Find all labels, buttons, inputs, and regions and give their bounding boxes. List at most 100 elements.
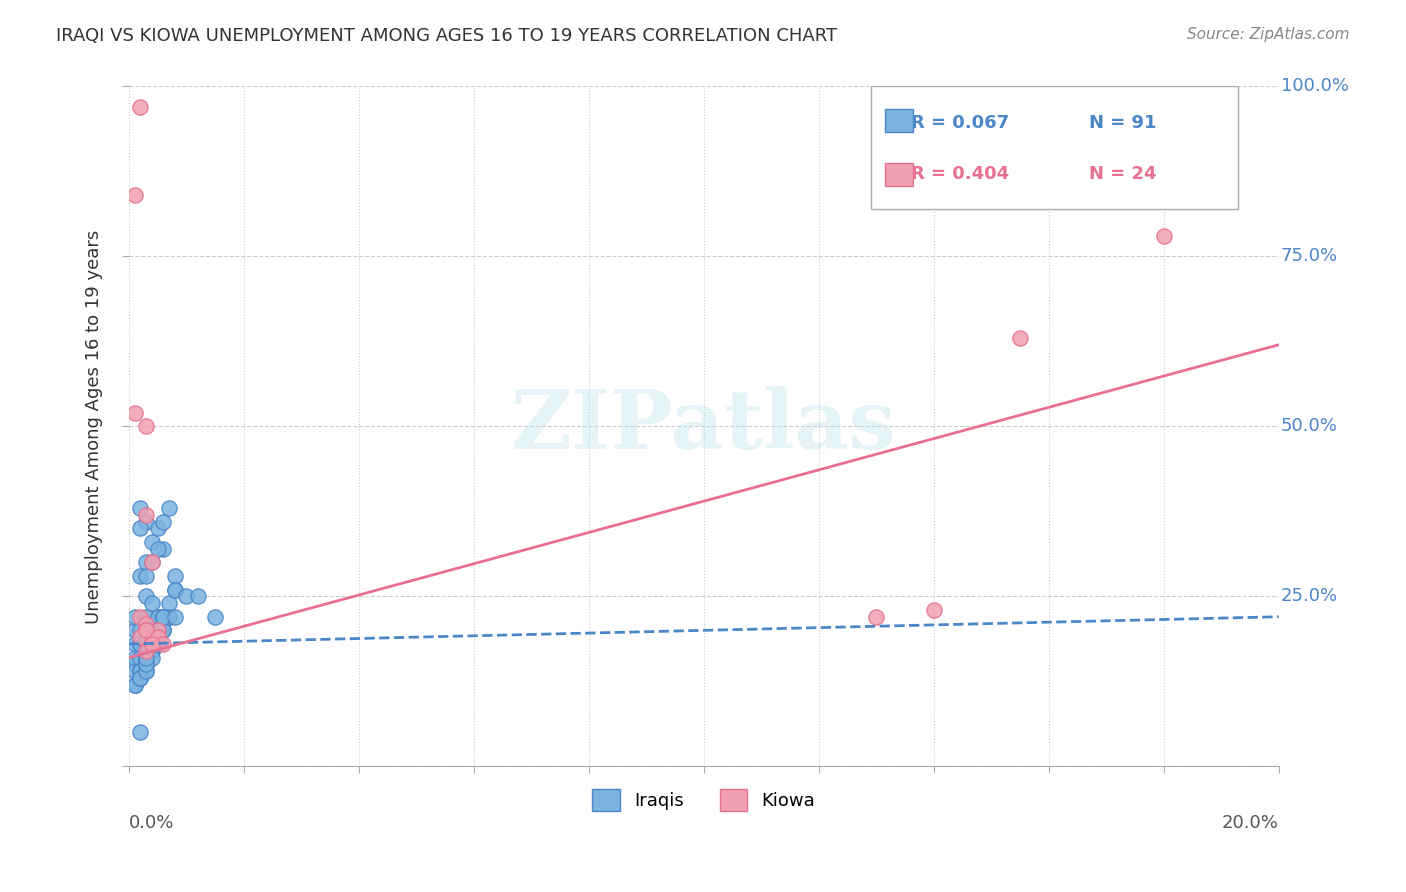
Point — [129, 569, 152, 583]
Point — [141, 637, 163, 651]
Point — [146, 637, 169, 651]
Point — [141, 637, 163, 651]
Point — [152, 609, 174, 624]
Text: R = 0.404: R = 0.404 — [928, 154, 1026, 172]
Point — [129, 100, 152, 114]
Point — [135, 650, 157, 665]
Point — [157, 609, 180, 624]
Point — [135, 664, 157, 678]
Point — [141, 637, 163, 651]
Point — [146, 624, 169, 638]
Point — [146, 609, 169, 624]
Point — [135, 590, 157, 604]
Point — [129, 671, 152, 685]
Point — [152, 609, 174, 624]
Text: 100.0%: 100.0% — [1281, 78, 1348, 95]
Point — [129, 664, 152, 678]
Point — [146, 630, 169, 644]
Point — [135, 419, 157, 434]
Point — [124, 678, 146, 692]
FancyBboxPatch shape — [886, 163, 912, 186]
Point — [152, 624, 174, 638]
Point — [141, 630, 163, 644]
Point — [157, 596, 180, 610]
Point — [135, 555, 157, 569]
Point — [204, 609, 226, 624]
Text: IRAQI VS KIOWA UNEMPLOYMENT AMONG AGES 16 TO 19 YEARS CORRELATION CHART: IRAQI VS KIOWA UNEMPLOYMENT AMONG AGES 1… — [56, 27, 838, 45]
Point — [146, 624, 169, 638]
Point — [135, 609, 157, 624]
Point — [124, 637, 146, 651]
Point — [135, 664, 157, 678]
Point — [135, 657, 157, 672]
Point — [141, 630, 163, 644]
Point — [146, 624, 169, 638]
Point — [152, 609, 174, 624]
Point — [129, 500, 152, 515]
Text: 75.0%: 75.0% — [1281, 247, 1339, 266]
Point — [141, 535, 163, 549]
Point — [152, 637, 174, 651]
Point — [135, 515, 157, 529]
Point — [141, 650, 163, 665]
Point — [129, 671, 152, 685]
Point — [135, 650, 157, 665]
Point — [135, 650, 157, 665]
Point — [1008, 331, 1031, 345]
Point — [135, 657, 157, 672]
Text: R = 0.067: R = 0.067 — [911, 113, 1010, 132]
Point — [152, 515, 174, 529]
Point — [129, 664, 152, 678]
Point — [129, 725, 152, 739]
Point — [129, 624, 152, 638]
Point — [135, 657, 157, 672]
Point — [146, 637, 169, 651]
Point — [129, 637, 152, 651]
Legend: Iraqis, Kiowa: Iraqis, Kiowa — [585, 782, 823, 819]
Text: R = 0.404: R = 0.404 — [911, 165, 1010, 183]
Point — [124, 624, 146, 638]
Point — [124, 678, 146, 692]
Point — [141, 637, 163, 651]
Point — [152, 541, 174, 556]
Point — [135, 624, 157, 638]
Point — [135, 616, 157, 631]
Point — [146, 521, 169, 535]
Text: Source: ZipAtlas.com: Source: ZipAtlas.com — [1187, 27, 1350, 42]
Point — [152, 609, 174, 624]
Point — [129, 609, 152, 624]
Point — [146, 637, 169, 651]
Point — [157, 609, 180, 624]
Point — [135, 657, 157, 672]
Point — [152, 624, 174, 638]
Point — [124, 650, 146, 665]
Point — [135, 650, 157, 665]
Point — [124, 609, 146, 624]
Point — [129, 664, 152, 678]
Point — [129, 671, 152, 685]
Point — [124, 188, 146, 202]
Point — [163, 582, 186, 597]
Point — [157, 500, 180, 515]
Point — [152, 624, 174, 638]
Point — [135, 624, 157, 638]
FancyBboxPatch shape — [870, 87, 1239, 209]
Point — [141, 637, 163, 651]
Point — [129, 664, 152, 678]
Text: N = 91: N = 91 — [1090, 113, 1157, 132]
Point — [141, 624, 163, 638]
Point — [129, 521, 152, 535]
Point — [146, 624, 169, 638]
Point — [141, 555, 163, 569]
Point — [135, 644, 157, 658]
Point — [922, 603, 945, 617]
Point — [135, 637, 157, 651]
Point — [135, 624, 157, 638]
Point — [129, 650, 152, 665]
Point — [124, 664, 146, 678]
Point — [141, 555, 163, 569]
Point — [124, 657, 146, 672]
Point — [129, 664, 152, 678]
Point — [141, 637, 163, 651]
Point — [141, 644, 163, 658]
